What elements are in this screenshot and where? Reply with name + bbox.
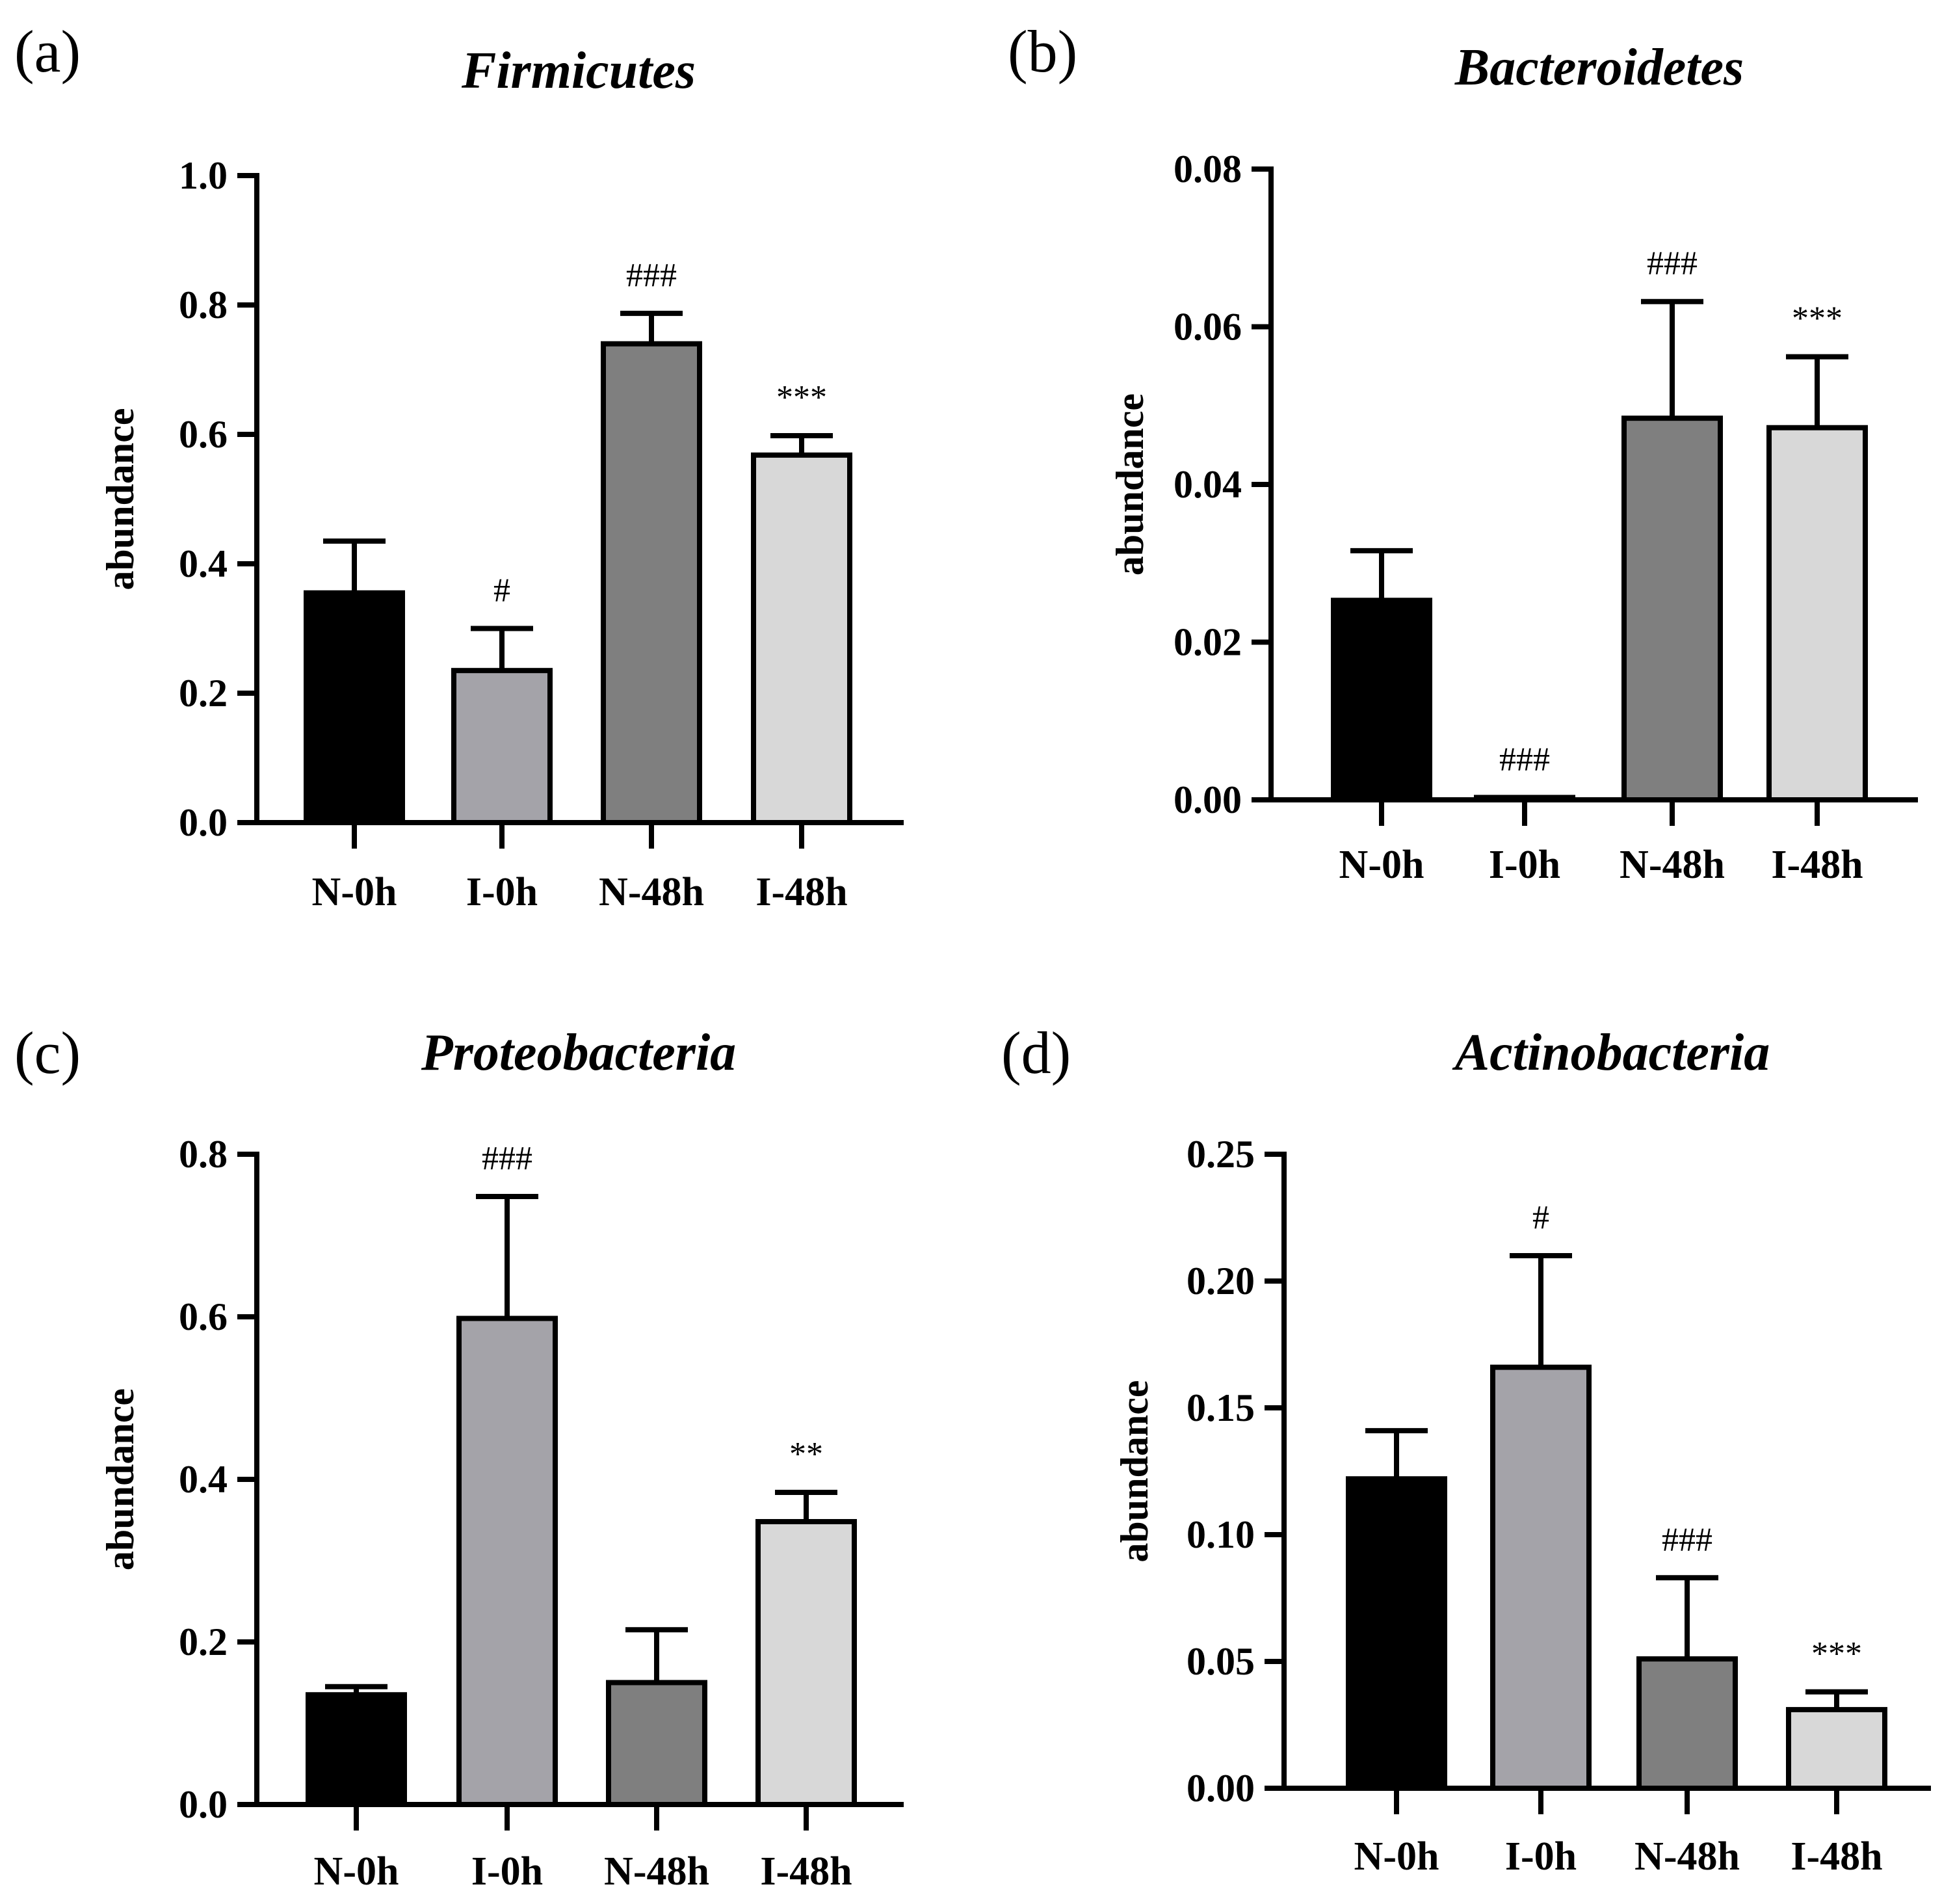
panel-letter: (b) [1008,18,1077,85]
x-tick-label: N-48h [604,1849,709,1894]
y-tick-label: 0.08 [1174,148,1242,191]
chart-title: Bacteroidetes [1454,39,1744,96]
bar [1346,1476,1447,1791]
bar [751,452,852,825]
y-tick-label: 0.25 [1187,1133,1255,1176]
x-tick-label: N-48h [1634,1834,1740,1879]
y-tick-label: 0.04 [1174,463,1242,506]
significance-label: ### [626,257,677,294]
significance-label: ** [789,1436,823,1473]
y-tick-label: 0.05 [1187,1640,1255,1683]
y-tick-label: 0.2 [179,1620,228,1663]
bar [1331,598,1432,802]
x-tick-label: I-0h [1505,1834,1577,1879]
bar [456,1316,558,1807]
y-axis-label: abundance [99,408,142,590]
y-tick-label: 0.2 [179,672,228,715]
bar [1490,1364,1592,1792]
significance-label: ### [1499,741,1550,778]
y-tick-label: 0.6 [179,413,228,456]
y-tick-label: 0.0 [179,1783,228,1826]
bar [1621,416,1723,802]
bar [304,590,405,826]
bar [755,1519,857,1807]
chart-panel-2: (b) Bacteroidetes abundance ### ### *** 0.00 0.… [1008,18,1918,887]
significance-label: ### [1662,1521,1712,1558]
y-tick-label: 0.8 [179,284,228,326]
chart-title: Actinobacteria [1452,1024,1770,1081]
chart-title: Firmicutes [461,42,696,99]
y-axis-label: abundance [99,1388,142,1570]
x-tick-label: N-0h [1354,1834,1439,1879]
x-tick-label: N-0h [314,1849,399,1894]
x-tick-label: I-48h [1791,1834,1882,1879]
x-tick-label: N-48h [599,870,704,914]
y-tick-label: 0.06 [1174,306,1242,349]
y-tick-label: 0.15 [1187,1386,1255,1429]
chart-panel-1: (a) Firmicutesabundance####***0.00.20.40.… [14,18,904,914]
y-tick-label: 0.10 [1187,1513,1255,1556]
y-axis-label: abundance [1113,1380,1156,1562]
y-tick-label: 0.00 [1174,778,1242,821]
significance-label: *** [776,379,827,416]
y-tick-label: 0.4 [179,1458,228,1501]
bar [1636,1656,1738,1792]
panel-letter: (d) [1001,1020,1071,1086]
significance-label: *** [1792,300,1843,337]
significance-label: ### [482,1140,532,1177]
chart-panel-3: (c) Proteobacteria abundance ### ** 0.0 0.2 0.4… [14,1020,904,1894]
x-tick-label: N-48h [1620,843,1725,887]
significance-label: # [493,572,510,609]
x-tick-label: N-0h [1339,843,1424,887]
x-tick-label: I-48h [755,870,847,914]
y-tick-label: 0.20 [1187,1260,1255,1302]
significance-label: *** [1811,1635,1862,1673]
bar [1786,1707,1887,1792]
panel-letter: (a) [14,18,81,85]
y-tick-label: 0.02 [1174,621,1242,664]
bar [306,1692,407,1807]
x-tick-label: I-48h [1771,843,1863,887]
y-tick-label: 0.4 [179,542,228,585]
bar [451,668,553,826]
y-tick-label: 1.0 [179,154,228,197]
x-tick-label: I-0h [466,870,538,914]
bar [601,341,702,825]
significance-label: ### [1647,245,1698,282]
significance-label: # [1532,1199,1549,1236]
panel-letter: (c) [14,1020,81,1086]
x-tick-label: N-0h [312,870,397,914]
y-tick-label: 0.8 [179,1133,228,1176]
y-tick-label: 0.0 [179,801,228,844]
y-tick-label: 0.6 [179,1295,228,1338]
x-tick-label: I-0h [1489,843,1560,887]
chart-panel-4: (d) Actinobacteriaabundance####***0.000.0… [1001,1020,1931,1879]
bar [1766,425,1868,802]
x-tick-label: I-48h [760,1849,852,1894]
x-tick-label: I-0h [471,1849,543,1894]
bar [606,1680,707,1807]
y-axis-label: abundance [1109,393,1151,575]
chart-title: Proteobacteria [421,1024,736,1081]
y-tick-label: 0.00 [1187,1767,1255,1810]
